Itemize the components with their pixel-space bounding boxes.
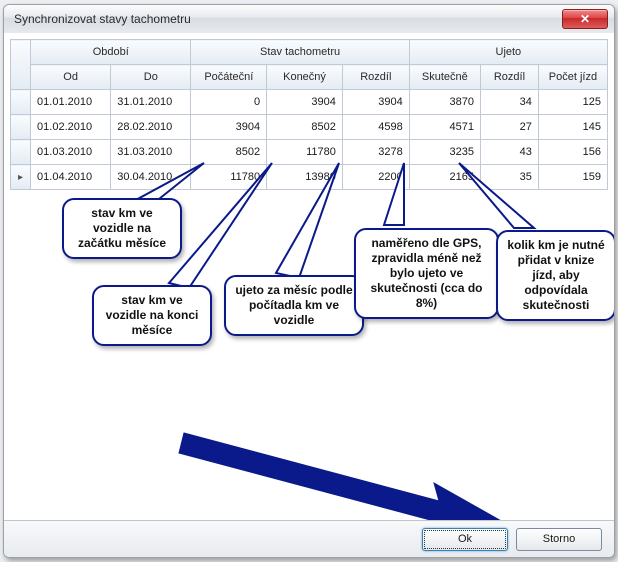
storno-button[interactable]: Storno xyxy=(516,528,602,551)
annotation-svg xyxy=(4,33,614,521)
window-title: Synchronizovat stavy tachometru xyxy=(10,12,562,26)
close-button[interactable]: ✕ xyxy=(562,9,608,29)
ok-button[interactable]: Ok xyxy=(422,528,508,551)
content-area: Období Stav tachometru Ujeto Od Do Počát… xyxy=(4,33,614,521)
close-icon: ✕ xyxy=(580,12,590,26)
dialog-window: Synchronizovat stavy tachometru ✕ Období… xyxy=(3,4,615,558)
dialog-footer: Ok Storno xyxy=(4,520,614,557)
titlebar: Synchronizovat stavy tachometru ✕ xyxy=(4,5,614,34)
